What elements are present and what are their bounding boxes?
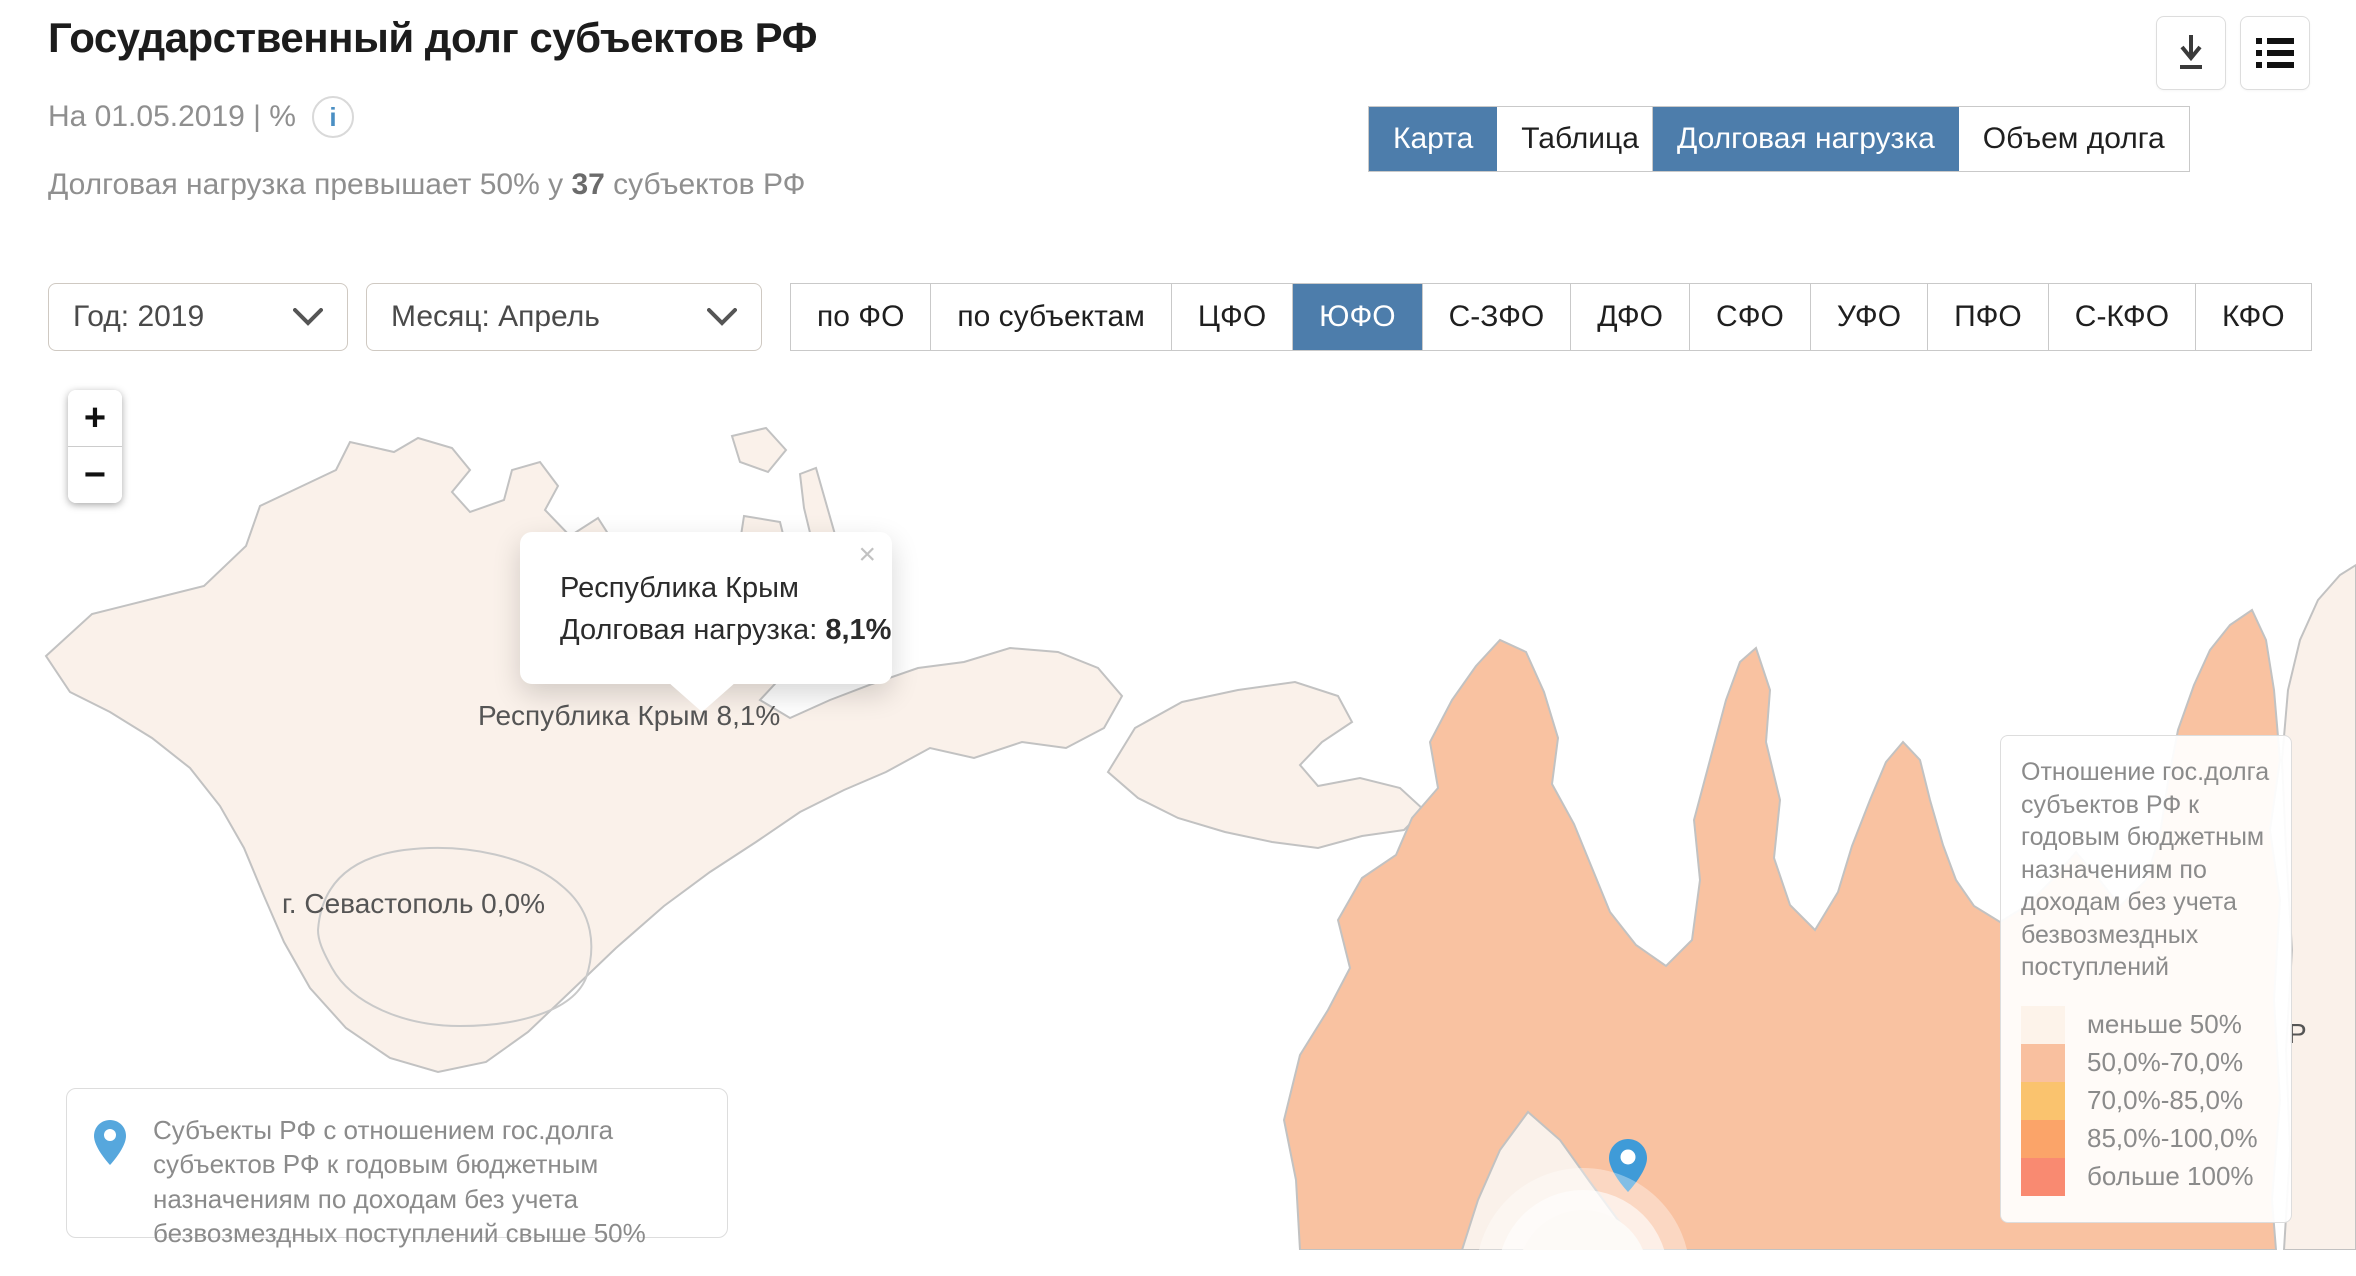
download-button[interactable] xyxy=(2156,16,2226,90)
label-sevastopol: г. Севастополь 0,0% xyxy=(282,888,546,919)
tab-po-fo[interactable]: по ФО xyxy=(817,300,905,333)
pin-icon xyxy=(1609,1139,1647,1192)
legend-label: 70,0%-85,0% xyxy=(2087,1085,2244,1115)
legend-label: меньше 50% xyxy=(2087,1009,2242,1039)
tab-szfo[interactable]: С-ЗФО xyxy=(1421,284,1571,350)
legend-row: 70,0%-85,0% xyxy=(2021,1081,2273,1120)
legend-row: 85,0%-100,0% xyxy=(2021,1119,2273,1158)
chevron-down-icon xyxy=(293,308,323,326)
map-zoom-control: + − xyxy=(68,390,122,503)
download-icon xyxy=(2180,35,2202,69)
list-icon xyxy=(2256,38,2294,68)
tab-dfo[interactable]: ДФО xyxy=(1570,284,1689,350)
year-select-value: Год: 2019 xyxy=(73,300,205,333)
zoom-out-button[interactable]: − xyxy=(68,447,122,503)
tab-cfo[interactable]: ЦФО xyxy=(1170,284,1292,350)
page-title: Государственный долг субъектов РФ xyxy=(48,14,818,61)
tab-po-subjektam[interactable]: по субъектам xyxy=(930,284,1170,350)
list-view-button[interactable] xyxy=(2240,16,2310,90)
date-line: На 01.05.2019 | % i xyxy=(48,96,354,138)
region-islet-north[interactable] xyxy=(730,426,788,474)
summary-value: 37 xyxy=(571,168,605,201)
note-text: Субъекты РФ с отношением гос.долга субъе… xyxy=(153,1115,646,1248)
summary-suffix: субъектов РФ xyxy=(604,168,806,201)
region-taman[interactable] xyxy=(1106,680,1426,850)
toggle-debt-volume[interactable]: Объем долга xyxy=(1982,122,2165,155)
legend-row: больше 100% xyxy=(2021,1157,2273,1196)
legend-swatch xyxy=(2021,1081,2065,1120)
legend-description: Отношение гос.долга субъектов РФ к годов… xyxy=(2021,758,2270,981)
map-canvas[interactable]: + − Республика Крым 8,1% г. Севастополь … xyxy=(0,380,2356,1250)
tooltip-metric: Долговая нагрузка: 8,1% xyxy=(560,614,891,647)
tab-skfo[interactable]: С-КФО xyxy=(2047,284,2195,350)
legend-label: 85,0%-100,0% xyxy=(2087,1123,2258,1153)
map-pin[interactable] xyxy=(1608,1138,1648,1199)
tab-pfo[interactable]: ПФО xyxy=(1927,284,2048,350)
map-legend: Отношение гос.долга субъектов РФ к годов… xyxy=(2000,735,2292,1223)
region-sevastopol[interactable] xyxy=(316,847,593,1028)
legend-row: 50,0%-70,0% xyxy=(2021,1043,2273,1082)
toggle-table[interactable]: Таблица xyxy=(1521,122,1639,155)
tooltip-tail xyxy=(668,682,736,712)
label-edge-cut: Р xyxy=(2288,1018,2307,1049)
close-icon[interactable]: × xyxy=(858,538,876,571)
note-pin-icon xyxy=(93,1119,127,1172)
toggle-map[interactable]: Карта xyxy=(1369,107,1498,171)
year-select[interactable]: Год: 2019 xyxy=(48,283,348,351)
map-note: Субъекты РФ с отношением гос.долга субъе… xyxy=(66,1088,728,1248)
legend-swatch xyxy=(2021,1043,2065,1082)
summary-prefix: Долговая нагрузка превышает 50% у xyxy=(48,168,572,201)
chevron-down-icon xyxy=(707,308,737,326)
legend-label: больше 100% xyxy=(2087,1161,2254,1191)
legend-swatch xyxy=(2021,1119,2065,1158)
month-select[interactable]: Месяц: Апрель xyxy=(366,283,762,351)
tab-ufo[interactable]: УФО xyxy=(1809,284,1927,350)
tab-sfo[interactable]: СФО xyxy=(1689,284,1810,350)
summary-line: Долговая нагрузка превышает 50% у 37 суб… xyxy=(48,168,805,202)
tooltip-metric-label: Долговая нагрузка: xyxy=(560,614,826,646)
toggle-debt-load[interactable]: Долговая нагрузка xyxy=(1653,107,1959,171)
month-select-value: Месяц: Апрель xyxy=(391,300,600,333)
district-tabs: по ФО по субъектам ЦФО ЮФО С-ЗФО ДФО СФО… xyxy=(790,283,2312,351)
map-tooltip: × Республика Крым Долговая нагрузка: 8,1… xyxy=(520,532,892,712)
tab-yufo[interactable]: ЮФО xyxy=(1292,284,1422,350)
legend-row: меньше 50% xyxy=(2021,1005,2273,1044)
region-right-edge[interactable] xyxy=(2280,563,2356,1250)
zoom-in-button[interactable]: + xyxy=(68,390,122,447)
tab-kfo[interactable]: КФО xyxy=(2195,284,2311,350)
view-toggle-group: Карта Таблица xyxy=(1368,106,1664,172)
info-icon[interactable]: i xyxy=(311,96,354,138)
legend-label: 50,0%-70,0% xyxy=(2087,1047,2244,1077)
tooltip-region-name: Республика Крым xyxy=(560,572,799,604)
tooltip-metric-value: 8,1% xyxy=(825,614,892,646)
legend-swatch xyxy=(2021,1157,2065,1196)
legend-swatch xyxy=(2021,1005,2065,1044)
date-text: На 01.05.2019 | % xyxy=(48,100,296,133)
region-crimea[interactable] xyxy=(44,436,1124,1074)
metric-toggle-group: Долговая нагрузка Объем долга xyxy=(1652,106,2190,172)
